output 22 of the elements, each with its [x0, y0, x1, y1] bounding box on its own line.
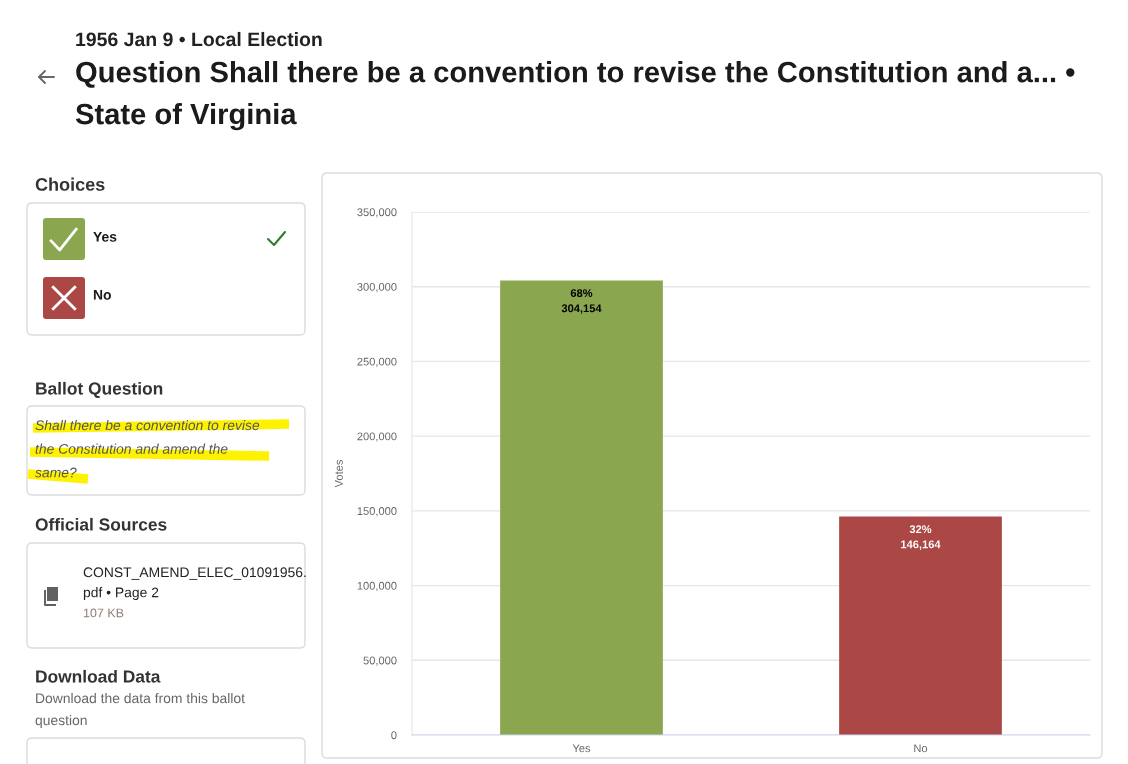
text: Choices: [35, 177, 105, 191]
text: Yes: [93, 232, 117, 242]
chart-title: Question Shall there be a convention to revise the Constitution and a... • State of Virginia: [75, 61, 1075, 131]
text: Official Sources: [35, 517, 167, 531]
data-label: 32% 146,164: [901, 525, 941, 550]
y-tick-label: 0: [391, 731, 397, 740]
text: Download the data from this ballot question: [35, 693, 245, 728]
text: 1956 Jan 9 • Local Election: [76, 31, 322, 47]
text: CONST_AMEND_ELEC_01091956. pdf • Page 2: [83, 567, 306, 601]
y-tick-label: 100,000: [357, 581, 397, 592]
text: No: [93, 290, 111, 300]
y-tick-label: 300,000: [357, 282, 397, 293]
y-tick-label: 250,000: [357, 357, 397, 367]
text: Ballot Question: [36, 381, 163, 398]
y-tick-label: 350,000: [357, 208, 397, 218]
y-tick-label: 200,000: [357, 432, 397, 442]
text: 107 KB: [83, 608, 124, 618]
text: Download Data: [36, 669, 161, 683]
data-label: 68% 304,154: [561, 289, 602, 314]
y-axis-title: Votes: [335, 460, 343, 488]
y-tick-label: 50,000: [363, 656, 397, 666]
y-tick-label: 150,000: [357, 507, 397, 517]
